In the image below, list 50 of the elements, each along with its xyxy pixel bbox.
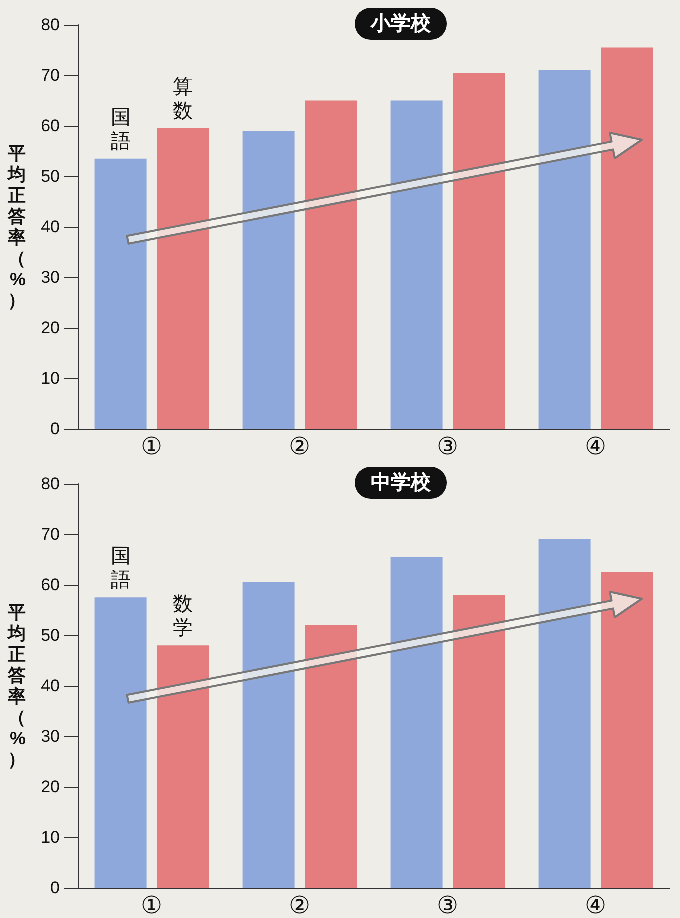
x-tick-label: ② [289, 434, 311, 460]
bar [453, 72, 506, 429]
bar [538, 540, 591, 888]
bar [157, 646, 210, 888]
bar [94, 158, 147, 429]
bar [242, 131, 295, 429]
y-tick-label: 70 [41, 525, 60, 544]
y-tick-label: 50 [41, 626, 60, 645]
bar [538, 70, 591, 429]
y-tick-label: 40 [41, 676, 60, 696]
y-tick-label: 60 [41, 116, 60, 136]
series-label: 国語 [110, 106, 131, 153]
y-tick-label: 50 [41, 167, 60, 186]
bar [305, 100, 358, 429]
bar [390, 557, 443, 888]
y-tick-label: 0 [50, 420, 60, 438]
bar [157, 128, 210, 429]
series-label: 算数 [173, 76, 194, 123]
bar [601, 572, 654, 888]
bar [242, 582, 295, 888]
chart-title: 中学校 [371, 471, 432, 494]
bar [453, 595, 506, 888]
y-tick-label: 10 [41, 369, 60, 388]
x-tick-label: ④ [585, 434, 607, 460]
x-tick-label: ④ [585, 892, 607, 918]
x-tick-label: ③ [437, 892, 459, 918]
y-axis-title: 平均正答率（%） [7, 144, 26, 310]
y-tick-label: 20 [41, 778, 60, 796]
y-tick-label: 40 [41, 218, 60, 236]
x-tick-label: ③ [437, 434, 459, 460]
y-tick-label: 60 [41, 576, 60, 594]
y-tick-label: 30 [41, 727, 60, 746]
y-axis-title: 平均正答率（%） [7, 602, 26, 770]
series-label: 国語 [110, 546, 131, 592]
y-tick-label: 80 [41, 16, 60, 34]
x-tick-label: ① [141, 434, 163, 460]
bar [305, 625, 358, 888]
bar [94, 598, 147, 888]
y-tick-label: 0 [50, 878, 60, 898]
series-label: 数学 [173, 594, 194, 640]
y-tick-label: 30 [41, 268, 60, 287]
y-tick-label: 10 [41, 828, 60, 847]
x-tick-label: ① [141, 892, 163, 918]
y-tick-label: 20 [41, 318, 60, 338]
y-tick-label: 70 [41, 66, 60, 85]
y-tick-label: 80 [41, 474, 60, 494]
bar [601, 48, 654, 429]
x-tick-label: ② [289, 892, 311, 918]
chart-title: 小学校 [370, 12, 432, 35]
bar [390, 100, 443, 429]
